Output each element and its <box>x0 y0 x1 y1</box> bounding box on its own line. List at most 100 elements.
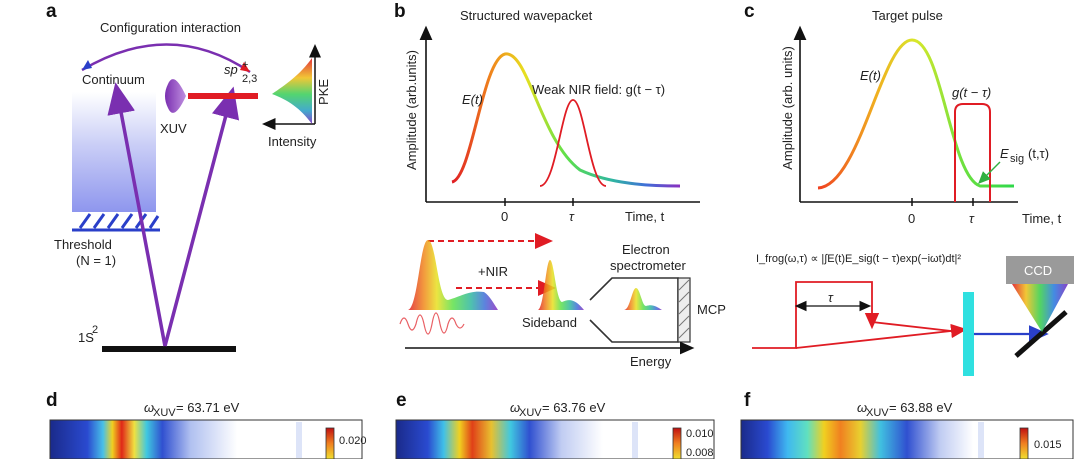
c-esig-args: (t,τ) <box>1028 146 1049 161</box>
sp-state-label: sp <box>224 62 238 77</box>
nonlinear-crystal <box>963 292 974 376</box>
ground-state-label: 1S <box>78 330 94 345</box>
plus-nir-label: +NIR <box>478 264 508 279</box>
c-y-label: Amplitude (arb. units) <box>780 46 795 170</box>
c-g-label: g(t − τ) <box>952 85 991 100</box>
threshold-label: Threshold <box>54 237 112 252</box>
f-omega-symbol: ω <box>857 400 867 415</box>
e-heatmap <box>396 420 714 459</box>
ccd-dispersed-beam <box>1012 284 1068 332</box>
e-cb-tick-0: 0.010 <box>686 428 714 440</box>
energy-label: Energy <box>630 354 672 369</box>
ccd-label: CCD <box>1024 263 1052 278</box>
panel-d-letter: d <box>46 390 58 411</box>
b-y-label: Amplitude (arb.units) <box>404 50 419 170</box>
frog-beam-upper <box>871 321 961 333</box>
arrowhead-left-icon <box>82 60 92 70</box>
f-colorbar <box>1019 427 1029 459</box>
b-nir-oscillation <box>399 312 465 335</box>
b-nir-curve <box>539 99 607 187</box>
d-omega-value: = 63.71 eV <box>176 400 240 415</box>
e-cb-tick-1: 0.008 <box>686 447 714 459</box>
panel-e: e ω XUV = 63.76 eV 0.010 0.008 <box>395 390 715 459</box>
panel-c: c Target pulse Amplitude (arb. units) E(… <box>744 1 1074 376</box>
e-faint-band <box>632 422 638 458</box>
panel-a: a Configuration interaction Continuum Th… <box>46 1 331 352</box>
panel-f: f ω XUV = 63.88 eV 0.015 <box>740 390 1074 459</box>
frog-tau-label: τ <box>828 290 834 305</box>
ccd-camera <box>1006 256 1074 284</box>
f-heatmap <box>741 420 1073 459</box>
config-interaction-arrow <box>81 43 251 74</box>
c-tick-0-label: 0 <box>908 211 915 226</box>
f-omega-value: = 63.88 eV <box>889 400 953 415</box>
frog-formula: I_frog(ω,τ) ∝ |∫E(t)E_sig(t − τ)exp(−iωt… <box>756 253 961 265</box>
xuv-transition-sp <box>163 86 240 347</box>
panel-b: b Structured wavepacket Amplitude (arb.u… <box>394 1 726 369</box>
c-esig-label: E <box>1000 146 1009 161</box>
continuum-region <box>72 92 156 212</box>
b-main-spectrum <box>408 240 498 310</box>
sp-state-sub: 2,3 <box>242 73 257 85</box>
d-heatmap <box>50 420 362 459</box>
target-pulse-title: Target pulse <box>872 8 943 23</box>
panel-f-letter: f <box>744 390 751 411</box>
frog-delay-path <box>752 281 880 349</box>
f-cb-tick-0: 0.015 <box>1034 439 1062 451</box>
sideband-label: Sideband <box>522 315 577 330</box>
c-gate-function <box>954 103 991 202</box>
pke-label: PKE <box>316 79 331 105</box>
panel-e-letter: e <box>396 390 407 411</box>
intensity-label: Intensity <box>268 134 317 149</box>
spectrometer-label-2: spectrometer <box>610 258 687 273</box>
e-omega-symbol: ω <box>510 400 520 415</box>
e-colorbar <box>672 427 682 459</box>
xuv-spectrum <box>165 79 186 113</box>
d-omega-sub: XUV <box>153 407 176 419</box>
continuum-label: Continuum <box>82 72 145 87</box>
frog-beam-lower <box>795 323 968 349</box>
f-faint-band <box>978 422 984 458</box>
b-e-label: E(t) <box>462 92 483 107</box>
c-x-label: Time, t <box>1022 211 1062 226</box>
c-tick-tau-label: τ <box>969 211 975 226</box>
c-target-curve <box>817 38 1014 190</box>
f-omega-sub: XUV <box>866 407 889 419</box>
d-cb-tick-0: 0.020 <box>339 435 367 447</box>
c-esig-sub: sig <box>1010 153 1024 165</box>
b-envelope-curve <box>451 52 681 188</box>
d-faint-band <box>296 422 302 458</box>
xuv-label: XUV <box>160 121 187 136</box>
arrowhead-right-icon <box>240 62 250 72</box>
spectrometer-spectrum <box>624 288 662 310</box>
xuv-transition-continuum <box>107 82 167 347</box>
sp-state-sup: + <box>242 59 248 71</box>
mcp-label: MCP <box>697 302 726 317</box>
d-heatmap-frame <box>49 419 363 459</box>
e-omega-value: = 63.76 eV <box>542 400 606 415</box>
c-esig-pointer <box>978 161 1001 184</box>
threshold-n-label: (N = 1) <box>76 253 116 268</box>
structured-wavepacket-title: Structured wavepacket <box>460 8 593 23</box>
b-sideband-spectrum <box>538 260 584 310</box>
d-colorbar <box>325 427 335 459</box>
mcp-hatch <box>678 279 690 339</box>
e-omega-sub: XUV <box>519 407 542 419</box>
f-heatmap-frame <box>740 419 1074 459</box>
b-tick-0-label: 0 <box>501 209 508 224</box>
b-nir-label: Weak NIR field: g(t − τ) <box>532 82 665 97</box>
b-tick-tau-label: τ <box>569 209 575 224</box>
panel-d: d ω XUV = 63.71 eV 0.020 <box>46 390 367 459</box>
panel-c-letter: c <box>744 1 755 22</box>
grating <box>1014 310 1068 358</box>
spectrometer-label-1: Electron <box>622 242 670 257</box>
b-x-label: Time, t <box>625 209 665 224</box>
ground-state-sup: 2 <box>92 324 98 336</box>
panel-b-letter: b <box>394 1 406 22</box>
panel-a-letter: a <box>46 1 57 22</box>
d-omega-symbol: ω <box>144 400 154 415</box>
c-e-label: E(t) <box>860 68 881 83</box>
pke-spectrum <box>272 58 312 124</box>
config-interaction-title: Configuration interaction <box>100 20 241 35</box>
